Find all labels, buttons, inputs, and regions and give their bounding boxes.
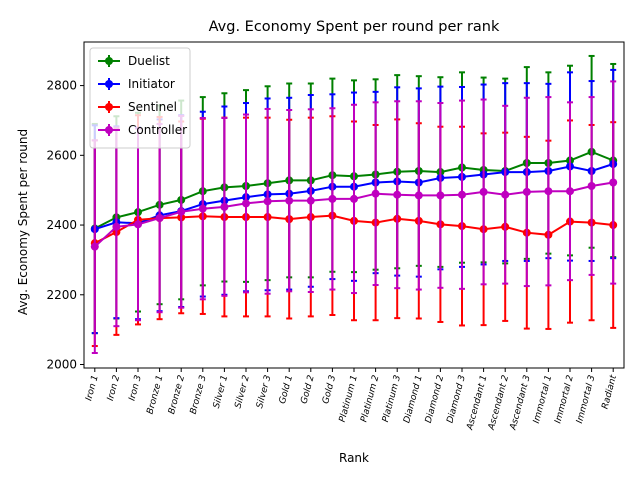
- data-point: [155, 214, 164, 223]
- data-point: [458, 190, 466, 199]
- x-axis-label: Rank: [339, 451, 369, 465]
- data-point: [285, 196, 294, 205]
- y-tick-label: 2800: [46, 79, 77, 93]
- data-point: [393, 190, 402, 199]
- legend-label: Controller: [128, 123, 187, 137]
- data-point: [112, 222, 121, 231]
- data-point: [501, 190, 510, 199]
- data-point: [263, 197, 272, 206]
- data-point: [479, 187, 488, 196]
- series-controller: [90, 80, 618, 355]
- legend: Duelist Initiator Sentinel Controller: [89, 47, 191, 149]
- data-point: [306, 196, 315, 205]
- data-point: [609, 178, 618, 187]
- legend-marker: [105, 126, 113, 134]
- data-point: [414, 191, 423, 200]
- data-point: [350, 194, 358, 203]
- data-point: [134, 220, 142, 229]
- legend-marker: [105, 57, 113, 65]
- legend-label: Duelist: [128, 54, 170, 68]
- data-point: [371, 189, 380, 198]
- y-tick-label: 2400: [46, 218, 77, 232]
- data-point: [242, 199, 250, 208]
- data-point: [436, 191, 445, 200]
- legend-marker: [105, 103, 113, 111]
- y-tick-label: 2200: [46, 288, 77, 302]
- legend-label: Initiator: [128, 77, 175, 91]
- y-axis-label: Avg. Economy Spent per round: [16, 129, 30, 315]
- legend-label: Sentinel: [128, 100, 177, 114]
- data-point: [566, 187, 574, 196]
- data-point: [198, 204, 207, 213]
- data-point: [90, 242, 99, 251]
- data-point: [328, 194, 337, 203]
- y-tick-label: 2600: [46, 148, 77, 162]
- data-point: [544, 187, 553, 196]
- y-tick-label: 2000: [46, 358, 77, 372]
- legend-marker: [105, 80, 113, 88]
- data-point: [177, 207, 186, 216]
- chart-title: Avg. Economy Spent per round per rank: [209, 19, 500, 35]
- legend-box: [89, 47, 191, 149]
- data-point: [220, 202, 229, 211]
- data-point: [522, 187, 531, 196]
- data-point: [587, 181, 596, 190]
